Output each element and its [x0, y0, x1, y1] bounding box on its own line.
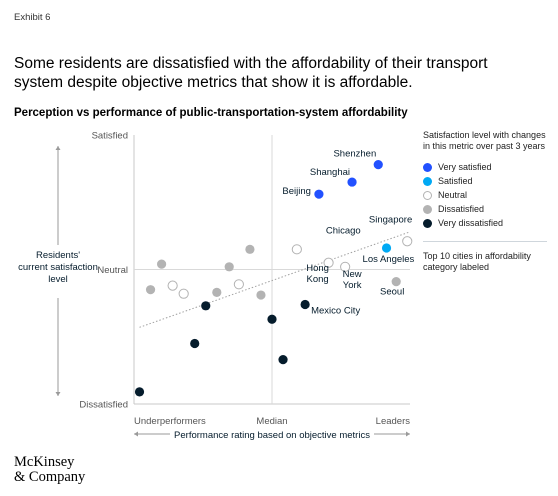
- city-label-line: Shanghai: [310, 167, 350, 178]
- legend-item-satisfied: Satisfied: [423, 174, 553, 188]
- data-point: [391, 277, 401, 287]
- legend-items: Very satisfied Satisfied Neutral Dissati…: [423, 160, 553, 230]
- data-point: [245, 244, 255, 254]
- legend-item-very-dissatisfied: Very dissatisfied: [423, 216, 553, 230]
- logo-line-2: & Company: [14, 469, 86, 485]
- data-point: [224, 262, 234, 272]
- x-tick-label: Underperformers: [134, 416, 206, 427]
- trendline-layer: [139, 231, 411, 328]
- legend-label: Very dissatisfied: [438, 218, 504, 228]
- city-label-line: York: [343, 280, 362, 291]
- y-tick-label: Neutral: [97, 265, 128, 276]
- data-point: [278, 355, 288, 365]
- x-tick-label: Leaders: [376, 416, 411, 427]
- mckinsey-logo: McKinsey & Company: [14, 455, 85, 485]
- city-label-line: Chicago: [326, 225, 361, 236]
- y-tick-label: Dissatisfied: [79, 400, 128, 411]
- y-tick-label: Satisfied: [92, 131, 128, 142]
- data-point: [256, 290, 266, 300]
- very-satisfied-swatch-icon: [423, 162, 432, 172]
- logo-line-1: McKinsey: [14, 454, 75, 470]
- legend-label: Satisfied: [438, 176, 473, 186]
- y-axis-title-line: Residents': [36, 250, 80, 261]
- legend-label: Dissatisfied: [438, 204, 485, 214]
- data-point: [373, 159, 383, 170]
- data-point: [291, 244, 302, 255]
- dissatisfied-swatch-icon: [423, 204, 432, 214]
- city-labels-layer: Shenzhen Shanghai Beijing Los Angeles Singap…: [282, 149, 414, 317]
- satisfied-swatch-icon: [423, 176, 432, 186]
- city-label-line: Mexico City: [311, 305, 360, 316]
- data-point: [340, 261, 351, 272]
- data-point: [178, 288, 189, 299]
- city-label-line: Los Angeles: [363, 254, 415, 265]
- data-point: [314, 189, 324, 199]
- city-label: Chicago: [326, 225, 361, 236]
- data-point: [157, 259, 167, 269]
- city-label-line: Seoul: [380, 287, 404, 298]
- data-point: [323, 257, 334, 268]
- y-axis-title-line: current satisfaction: [18, 262, 98, 273]
- city-label: Mexico City: [311, 305, 360, 316]
- chart-axes: Satisfied Neutral Dissatisfied Underperform…: [18, 131, 410, 442]
- legend-item-very-satisfied: Very satisfied: [423, 160, 553, 174]
- x-axis-arrowhead-right-icon: [406, 431, 410, 437]
- city-label-line: Hong: [306, 263, 329, 274]
- city-label: Beijing: [282, 186, 311, 197]
- x-tick-label: Median: [256, 416, 287, 427]
- city-label-line: Singapore: [369, 214, 412, 225]
- exhibit-label: Exhibit 6: [14, 12, 51, 23]
- city-label: Shenzhen: [333, 149, 376, 160]
- legend: Satisfaction level with changes in this …: [423, 130, 553, 273]
- data-point: [267, 314, 277, 324]
- city-label-line: New: [343, 269, 362, 280]
- data-point: [347, 177, 357, 187]
- headline: Some residents are dissatisfied with the…: [14, 55, 488, 91]
- y-axis-title: Residents' current satisfaction level: [18, 250, 98, 285]
- city-label: Singapore: [369, 214, 412, 225]
- x-axis-arrowhead-left-icon: [134, 431, 138, 437]
- city-label: New York: [343, 269, 362, 291]
- data-point: [212, 287, 222, 297]
- legend-item-dissatisfied: Dissatisfied: [423, 202, 553, 216]
- y-axis-arrowhead-bottom-icon: [55, 392, 61, 396]
- data-point: [201, 301, 211, 311]
- data-point: [300, 299, 310, 310]
- y-axis-arrowhead-top-icon: [55, 146, 61, 150]
- neutral-swatch-icon: [423, 190, 432, 200]
- data-points-layer: [134, 159, 413, 397]
- chart-subtitle: Perception vs performance of public-tran…: [14, 107, 408, 119]
- data-point: [190, 338, 200, 349]
- very-dissatisfied-swatch-icon: [423, 218, 432, 228]
- city-label: Hong Kong: [306, 263, 329, 285]
- city-label: Seoul: [380, 287, 404, 298]
- legend-note: Top 10 cities in affordability category …: [423, 251, 531, 272]
- data-point: [402, 236, 413, 247]
- legend-title: Satisfaction level with changes in this …: [423, 130, 546, 151]
- legend-label: Neutral: [438, 190, 468, 200]
- x-axis-title: Performance rating based on objective me…: [174, 430, 370, 441]
- city-label-line: Beijing: [282, 186, 311, 197]
- city-label: Shanghai: [310, 167, 350, 178]
- legend-label: Very satisfied: [438, 162, 492, 172]
- data-point: [233, 279, 244, 290]
- city-label: Los Angeles: [363, 254, 415, 265]
- data-point: [145, 285, 156, 295]
- y-axis-title-line: level: [48, 274, 68, 285]
- trendline: [139, 231, 411, 328]
- city-label-line: Shenzhen: [333, 149, 376, 160]
- data-point: [381, 243, 392, 253]
- data-point: [167, 280, 178, 291]
- data-point: [134, 387, 145, 397]
- city-label-line: Kong: [306, 274, 328, 285]
- legend-divider: [423, 241, 547, 242]
- legend-item-neutral: Neutral: [423, 188, 553, 202]
